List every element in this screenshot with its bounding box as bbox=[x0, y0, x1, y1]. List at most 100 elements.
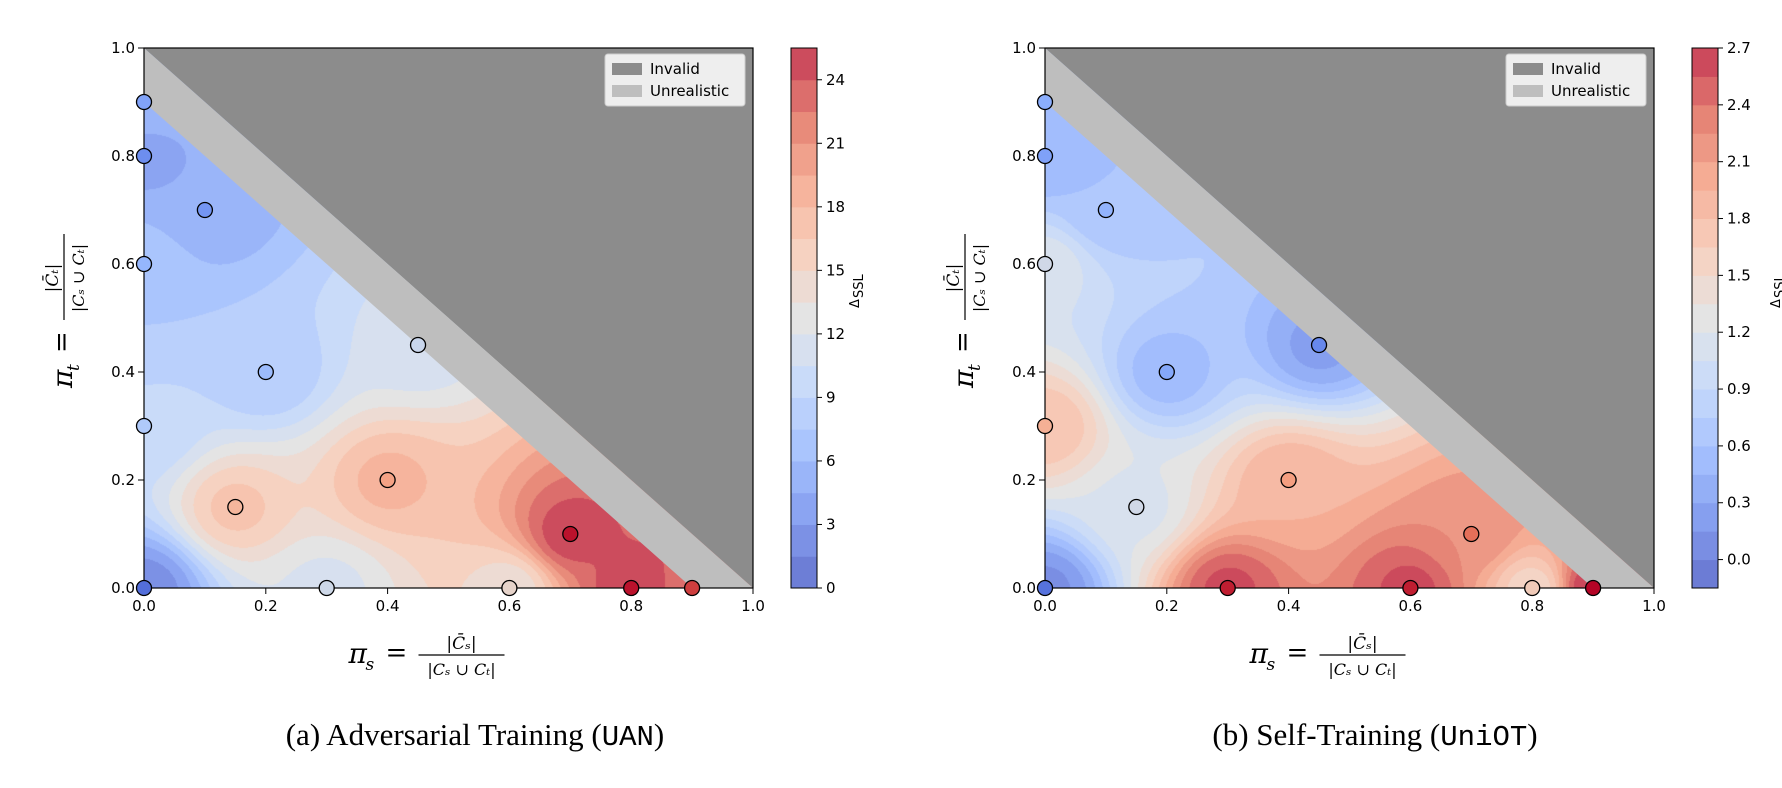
colorbar-level bbox=[791, 206, 817, 240]
caption-prefix: (a) Adversarial Training ( bbox=[286, 717, 602, 752]
y-label-symbol: π bbox=[46, 369, 79, 389]
colorbar-tick-label: 0.6 bbox=[1727, 437, 1751, 455]
colorbar-level bbox=[791, 524, 817, 557]
colorbar-level bbox=[1692, 48, 1718, 77]
y-tick-label: 0.8 bbox=[1012, 147, 1036, 165]
colorbar-level bbox=[1692, 389, 1718, 418]
colorbar-level bbox=[1692, 104, 1718, 134]
colorbar-tick-label: 15 bbox=[826, 261, 845, 279]
colorbar-level bbox=[1692, 417, 1718, 447]
data-point bbox=[1158, 363, 1175, 381]
legend: Invalid Unrealistic bbox=[604, 53, 746, 107]
data-point bbox=[1219, 579, 1236, 597]
data-point bbox=[1402, 579, 1419, 597]
y-axis-label: πt = |C̄ₜ| |Cₛ ∪ Cₜ| bbox=[942, 234, 989, 389]
colorbar-tick-label: 0.3 bbox=[1727, 494, 1751, 512]
panel-caption: (b) Self-Training (UniOT) bbox=[1212, 717, 1537, 754]
data-point bbox=[135, 255, 153, 273]
x-tick-label: 0.8 bbox=[619, 597, 643, 615]
y-tick-label: 0.8 bbox=[111, 147, 135, 165]
legend-label: Unrealistic bbox=[650, 82, 729, 100]
colorbar-level bbox=[1692, 332, 1718, 362]
y-label-subscript: t bbox=[965, 364, 985, 371]
colorbar-tick-label: 2.7 bbox=[1727, 39, 1751, 57]
colorbar-level bbox=[791, 238, 817, 271]
data-point bbox=[1128, 498, 1145, 516]
data-point bbox=[1310, 336, 1328, 354]
colorbar-level bbox=[1692, 474, 1718, 504]
data-point bbox=[1036, 147, 1054, 165]
colorbar-tick-label: 2.4 bbox=[1727, 96, 1751, 114]
x-label-numerator: |C̄ₛ| bbox=[1347, 632, 1377, 654]
colorbar-level bbox=[791, 492, 817, 525]
colorbar-level bbox=[1692, 360, 1718, 390]
colorbar-level bbox=[1692, 445, 1718, 475]
x-label-equals: = bbox=[1287, 638, 1309, 668]
data-point bbox=[1036, 579, 1054, 597]
data-point bbox=[1280, 471, 1297, 489]
y-label-denominator: |Cₛ ∪ Cₜ| bbox=[69, 244, 88, 312]
legend-swatch bbox=[612, 85, 642, 97]
colorbar-level bbox=[791, 270, 817, 303]
x-tick-label: 0.2 bbox=[254, 597, 278, 615]
y-tick-label: 0.4 bbox=[1012, 363, 1036, 381]
colorbar-tick-label: 2.1 bbox=[1727, 153, 1751, 171]
colorbar-level bbox=[791, 302, 817, 335]
colorbar-level bbox=[791, 365, 817, 398]
colorbar-tick-label: 24 bbox=[826, 71, 845, 89]
axes-frame bbox=[1044, 47, 1655, 589]
data-point bbox=[409, 336, 427, 354]
data-point bbox=[318, 579, 335, 597]
colorbar-tick-label: 0 bbox=[826, 579, 836, 597]
y-tick-label: 0.2 bbox=[111, 471, 135, 489]
data-point bbox=[1097, 201, 1115, 219]
colorbar-tick-label: 1.5 bbox=[1727, 266, 1751, 284]
caption-suffix: ) bbox=[654, 717, 664, 752]
panel-caption: (a) Adversarial Training (UAN) bbox=[286, 717, 665, 754]
legend-label: Invalid bbox=[650, 60, 700, 78]
colorbar-tick-label: 1.8 bbox=[1727, 210, 1751, 228]
colorbar-level bbox=[1692, 303, 1718, 333]
x-axis-label: πs = |C̄ₛ| |Cₛ ∪ Cₜ| bbox=[1249, 632, 1406, 679]
colorbar-level bbox=[1692, 559, 1718, 589]
legend-swatch bbox=[612, 63, 642, 75]
data-point bbox=[623, 579, 640, 597]
x-label-subscript: s bbox=[366, 655, 375, 675]
data-point bbox=[1584, 579, 1602, 597]
legend-swatch bbox=[1513, 63, 1543, 75]
colorbar-tick-label: 18 bbox=[826, 198, 845, 216]
colorbar-label-subscript: SSL bbox=[1773, 273, 1782, 298]
colorbar-level bbox=[1692, 76, 1718, 106]
x-tick-label: 0.2 bbox=[1155, 597, 1179, 615]
colorbar-level bbox=[1692, 275, 1718, 305]
colorbar-frame bbox=[790, 47, 818, 589]
colorbar-label-subscript: SSL bbox=[852, 273, 867, 298]
y-label-equals: = bbox=[948, 331, 978, 353]
colorbar-level bbox=[1692, 161, 1718, 191]
caption-prefix: (b) Self-Training ( bbox=[1212, 717, 1440, 752]
colorbar-tick-label: 3 bbox=[826, 515, 836, 533]
y-tick-label: 0.0 bbox=[1012, 579, 1036, 597]
chart-panel-2: 0.0 0.2 0.4 0.6 0.8 1.0 0.0 0.2 0.4 0.6 0.8 1.0 Inva… bbox=[942, 39, 1782, 754]
caption-code: UniOT bbox=[1440, 721, 1527, 754]
chart-panel-1: 0.0 0.2 0.4 0.6 0.8 1.0 0.0 0.2 0.4 0.6 0.8 1.0 Inva… bbox=[41, 39, 867, 754]
x-tick-label: 0.4 bbox=[376, 597, 400, 615]
x-tick-label: 0.4 bbox=[1277, 597, 1301, 615]
x-tick-label: 0.0 bbox=[1033, 597, 1057, 615]
colorbar-tick-label: 0.0 bbox=[1727, 551, 1751, 569]
data-point bbox=[196, 201, 214, 219]
data-point bbox=[1036, 93, 1054, 111]
data-point bbox=[1036, 255, 1054, 273]
caption-suffix: ) bbox=[1527, 717, 1537, 752]
colorbar-level bbox=[1692, 502, 1718, 532]
colorbar-level bbox=[791, 460, 817, 494]
data-point bbox=[379, 471, 396, 489]
unrealistic-region bbox=[144, 48, 753, 588]
colorbar-tick-label: 12 bbox=[826, 325, 845, 343]
x-tick-label: 0.8 bbox=[1520, 597, 1544, 615]
colorbar-frame bbox=[1691, 47, 1719, 589]
